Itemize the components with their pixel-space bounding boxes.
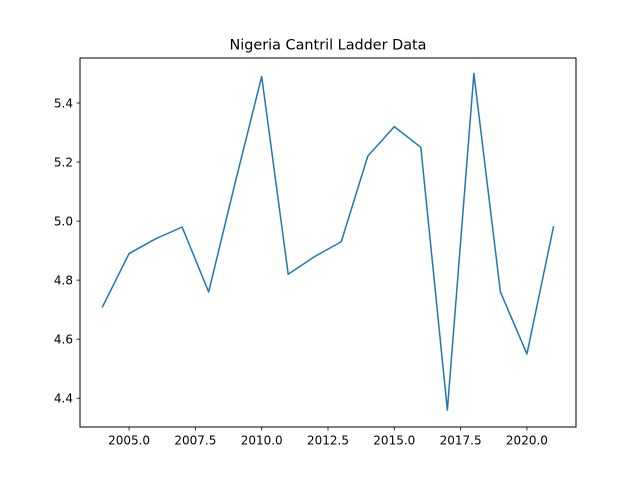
- y-tick-label: 5.0: [54, 214, 73, 228]
- y-tick-label: 4.6: [54, 332, 73, 346]
- x-tick-label: 2005.0: [108, 434, 150, 448]
- x-tick-label: 2010.0: [241, 434, 283, 448]
- chart-title: Nigeria Cantril Ladder Data: [230, 38, 427, 54]
- series-line: [101, 72, 555, 411]
- x-tick-label: 2015.0: [373, 434, 415, 448]
- x-tick-label: 2017.5: [440, 434, 482, 448]
- x-tick-label: 2012.5: [307, 434, 349, 448]
- x-tick-label: 2007.5: [174, 434, 216, 448]
- y-axis: 4.4 4.6 4.8 5.0 5.2 5.4: [54, 96, 80, 406]
- x-axis: 2005.0 2007.5 2010.0 2012.5 2015.0 2017.5 2020…: [108, 427, 548, 448]
- y-tick-label: 5.4: [54, 96, 73, 110]
- y-tick-label: 5.2: [54, 155, 73, 169]
- y-tick-label: 4.8: [54, 273, 73, 287]
- x-tick-label: 2020.0: [506, 434, 548, 448]
- plot-area: [101, 72, 555, 411]
- axes-frame: [79, 57, 577, 428]
- y-tick-label: 4.4: [54, 392, 73, 406]
